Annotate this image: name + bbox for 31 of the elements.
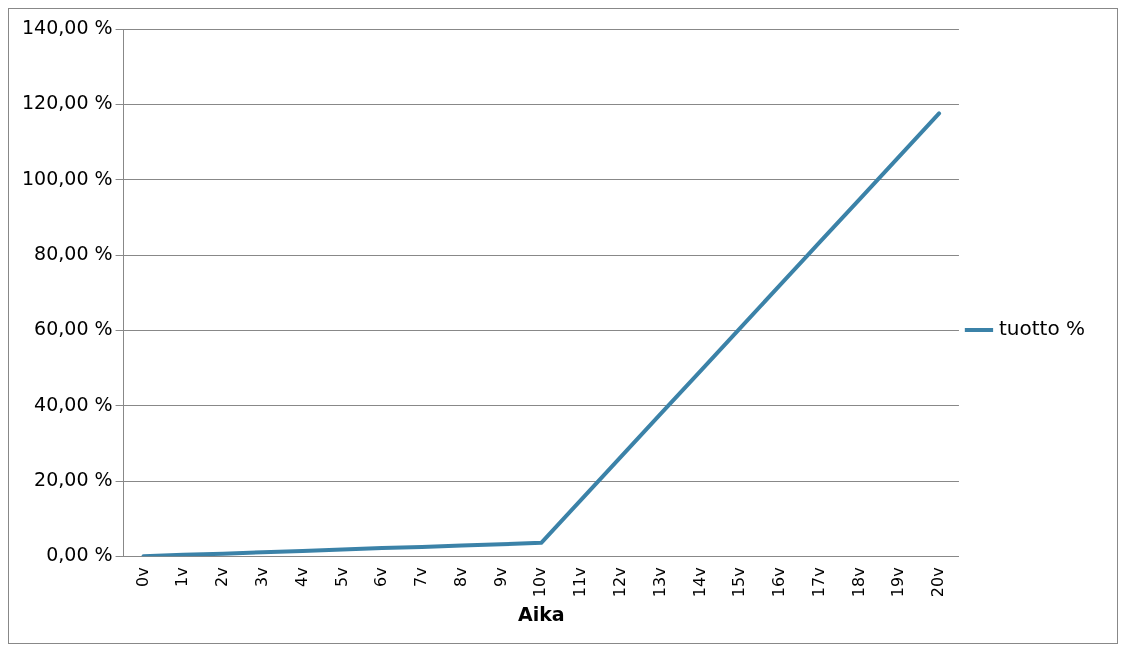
x-tick-label: 12v — [609, 567, 629, 598]
x-tick-label: 17v — [808, 567, 828, 598]
y-tick-label: 140,00 % — [22, 15, 113, 38]
y-tick-label: 20,00 % — [34, 467, 113, 490]
x-tick-label: 2v — [212, 567, 232, 588]
x-axis-title: Aika — [517, 602, 565, 625]
x-tick-label: 19v — [888, 567, 908, 598]
x-tick-label: 14v — [689, 567, 709, 598]
x-tick-label: 7v — [411, 567, 431, 588]
x-tick-label: 6v — [371, 567, 391, 588]
x-tick-label: 20v — [928, 567, 948, 598]
x-tick-label: 15v — [729, 567, 749, 598]
x-tick-label: 13v — [649, 567, 669, 598]
x-tick-label: 16v — [769, 567, 789, 598]
x-tick-label: 3v — [251, 567, 271, 588]
y-tick-label: 0,00 % — [46, 543, 113, 566]
x-tick-label: 9v — [490, 567, 510, 588]
x-tick-label: 0v — [132, 567, 152, 588]
x-tick-label: 8v — [450, 567, 470, 588]
y-tick-label: 40,00 % — [34, 392, 113, 415]
x-tick-label: 18v — [848, 567, 868, 598]
x-tick-label: 4v — [291, 567, 311, 588]
y-tick-label: 120,00 % — [22, 91, 113, 114]
y-tick-label: 60,00 % — [34, 317, 113, 340]
y-tick-label: 80,00 % — [34, 241, 113, 264]
y-tick-label: 100,00 % — [22, 166, 113, 189]
x-tick-label: 5v — [331, 567, 351, 588]
x-tick-label: 1v — [172, 567, 192, 588]
x-tick-label: 10v — [530, 567, 550, 598]
x-tick-label: 11v — [570, 567, 590, 598]
legend-label: tuotto % — [998, 316, 1086, 341]
